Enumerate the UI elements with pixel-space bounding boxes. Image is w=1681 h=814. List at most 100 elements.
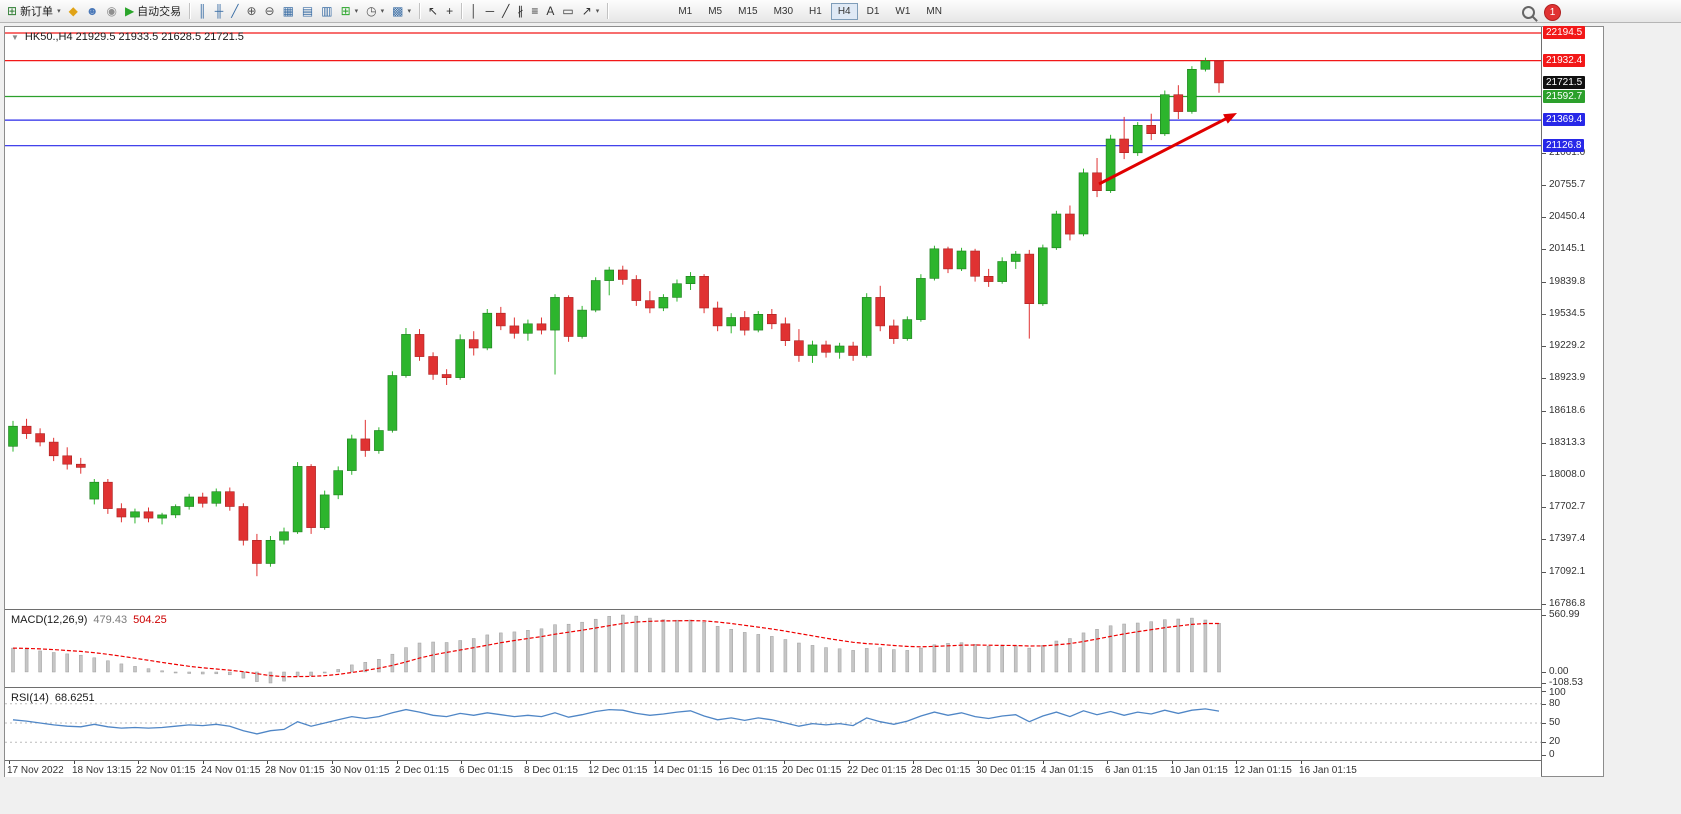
main-chart[interactable] (5, 27, 1541, 609)
chart-line-button[interactable]: ╱ (227, 1, 242, 22)
time-axis-label: 16 Jan 01:15 (1299, 765, 1357, 776)
new-order-button-label: 新订单 (20, 6, 54, 18)
timeframe-m1-button[interactable]: M1 (678, 5, 693, 17)
macd-signal-value: 504.25 (133, 614, 167, 626)
new-order-icon: ⊞ (7, 3, 18, 18)
time-axis-tick (74, 761, 75, 764)
toolbar-separator (189, 3, 191, 19)
chart-bars-button[interactable]: ║ (194, 1, 211, 22)
shapes-button[interactable]: ↗ ▾ (578, 1, 604, 22)
candles-layer (8, 57, 1224, 577)
rsi-label: RSI(14) (11, 692, 49, 704)
trendline-button[interactable]: ╱ (498, 1, 513, 22)
time-axis-label: 6 Jan 01:15 (1105, 765, 1158, 776)
zoom-in-button[interactable]: ⊕ (242, 1, 260, 22)
price-axis[interactable]: 21061.0 20755.7 20450.4 20145.1 19839.8 19534… (1541, 26, 1603, 776)
crosshair-button[interactable]: + (442, 1, 457, 22)
axis-tick (1542, 572, 1546, 573)
compass-icon-button[interactable]: ◆ (65, 1, 82, 22)
timeframe-m15-button[interactable]: M15 (738, 5, 758, 17)
timeframe-h1-button[interactable]: H1 (809, 5, 822, 17)
period-button[interactable]: ◷ ▾ (362, 1, 388, 22)
templates-button[interactable]: ▩ ▾ (388, 1, 415, 22)
pane-separator[interactable] (5, 609, 1541, 611)
zoom-out-button[interactable]: ⊖ (261, 1, 279, 22)
timeframe-m30-button[interactable]: M30 (773, 5, 794, 17)
price-axis-label: 16786.8 (1549, 598, 1586, 609)
vertical-line-button[interactable]: │ (466, 1, 482, 22)
axis-tick (1542, 153, 1546, 154)
time-axis-tick (461, 761, 462, 764)
arrange-vertical-button[interactable]: ▥ (317, 1, 336, 22)
time-axis-tick (1236, 761, 1237, 764)
search-icon[interactable] (1522, 6, 1535, 19)
rsi-indicator-pane[interactable] (5, 689, 1541, 759)
axis-tick (1542, 723, 1546, 724)
community-icon-button[interactable]: ◉ (102, 1, 120, 22)
label-button[interactable]: ▭ (558, 1, 577, 22)
time-axis-tick (590, 761, 591, 764)
new-order-button[interactable]: ⊞ 新订单 ▾ (3, 1, 65, 22)
autotrading-button[interactable]: ▶ 自动交易 (121, 1, 185, 22)
time-axis-tick (1043, 761, 1044, 764)
new-chart-button[interactable]: ⊞ ▾ (337, 1, 363, 22)
profile-icon-button[interactable]: ☻ (82, 1, 103, 22)
time-axis-tick (397, 761, 398, 764)
timeframe-mn-button[interactable]: MN (926, 5, 942, 17)
trend-arrow[interactable] (1098, 113, 1237, 186)
chart-window: ▼ HK50.,H4 21929.5 21933.5 21628.5 21721… (4, 26, 1604, 777)
time-axis-label: 8 Dec 01:15 (524, 765, 578, 776)
arrange-horizontal-button[interactable]: ▤ (298, 1, 317, 22)
macd-label: MACD(12,26,9) (11, 614, 88, 626)
timeframe-h4-button[interactable]: H4 (830, 2, 858, 20)
pane-separator[interactable] (5, 687, 1541, 689)
price-axis-label: 19229.2 (1549, 340, 1586, 351)
macd-title: MACD(12,26,9) 479.43 504.25 (11, 614, 167, 626)
arrange-vertical-icon: ▥ (321, 3, 333, 18)
chevron-down-icon: ▾ (57, 8, 61, 15)
channel-icon: ∦ (517, 3, 524, 18)
time-axis-tick (526, 761, 527, 764)
time-axis-label: 4 Jan 01:15 (1041, 765, 1094, 776)
timeframe-w1-button[interactable]: W1 (895, 5, 911, 17)
time-axis[interactable]: 17 Nov 2022 18 Nov 13:15 22 Nov 01:15 24 No… (5, 760, 1541, 777)
channel-button[interactable]: ∦ (513, 1, 527, 22)
toolbar-separator (461, 3, 463, 19)
text-button[interactable]: A (542, 1, 558, 22)
timeframe-d1-button[interactable]: D1 (866, 5, 880, 17)
time-axis-label: 12 Dec 01:15 (588, 765, 648, 776)
rsi-axis-label: 20 (1549, 736, 1561, 747)
cursor-button[interactable]: ↖ (424, 1, 442, 22)
price-axis-label: 17397.4 (1549, 533, 1586, 544)
rsi-axis-label: 80 (1549, 698, 1561, 709)
chart-candles-button[interactable]: ╫ (211, 1, 228, 22)
toolbar-separator (419, 3, 421, 19)
cursor-icon: ↖ (428, 3, 439, 18)
macd-signal-line (12, 619, 1219, 678)
axis-tick (1542, 443, 1546, 444)
price-axis-label: 20755.7 (1549, 179, 1586, 190)
timeframe-m5-button[interactable]: M5 (708, 5, 723, 17)
axis-tick (1542, 314, 1546, 315)
chevron-down-icon: ▾ (380, 8, 385, 15)
time-axis-label: 22 Nov 01:15 (136, 765, 196, 776)
compass-icon-icon: ◆ (68, 3, 78, 18)
horizontal-line-button[interactable]: ─ (482, 1, 499, 22)
time-axis-tick (784, 761, 785, 764)
macd-main-value: 479.43 (93, 614, 128, 626)
axis-tick (1542, 604, 1546, 605)
macd-indicator-pane[interactable] (5, 611, 1541, 687)
tile-windows-button[interactable]: ▦ (279, 1, 298, 22)
time-axis-tick (1301, 761, 1302, 764)
price-lines-layer[interactable] (5, 32, 1541, 147)
toolbar-spacer (612, 11, 670, 12)
fibonacci-button[interactable]: ≡ (527, 1, 542, 22)
price-line-tag: 21126.8 (1543, 139, 1585, 152)
rsi-title: RSI(14) 68.6251 (11, 692, 95, 704)
axis-tick (1542, 378, 1546, 379)
notification-badge[interactable]: 1 (1544, 4, 1561, 21)
toolbar-separator (607, 3, 609, 19)
axis-tick (1542, 615, 1546, 616)
axis-tick (1542, 249, 1546, 250)
chart-bars-icon: ║ (198, 3, 207, 18)
